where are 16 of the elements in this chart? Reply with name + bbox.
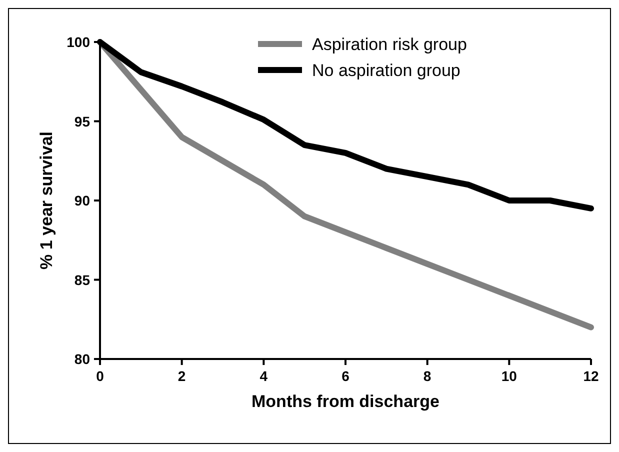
x-tick-label: 12 <box>583 368 599 384</box>
legend-label: Aspiration risk group <box>312 35 467 54</box>
x-tick-label: 10 <box>501 368 518 384</box>
y-tick-label: 90 <box>74 192 90 208</box>
x-tick-label: 4 <box>260 368 268 384</box>
y-tick-label: 95 <box>74 113 90 130</box>
legend-label: No aspiration group <box>312 61 460 80</box>
x-tick-label: 0 <box>96 368 104 384</box>
y-tick-label: 85 <box>74 272 90 288</box>
y-tick-label: 100 <box>66 34 90 50</box>
y-axis-title: % 1 year survival <box>37 132 56 270</box>
x-axis-title: Months from discharge <box>252 392 440 411</box>
x-tick-label: 8 <box>423 368 432 384</box>
x-tick-label: 2 <box>178 368 186 384</box>
y-tick-label: 80 <box>74 351 90 367</box>
x-tick-label: 6 <box>342 368 350 384</box>
